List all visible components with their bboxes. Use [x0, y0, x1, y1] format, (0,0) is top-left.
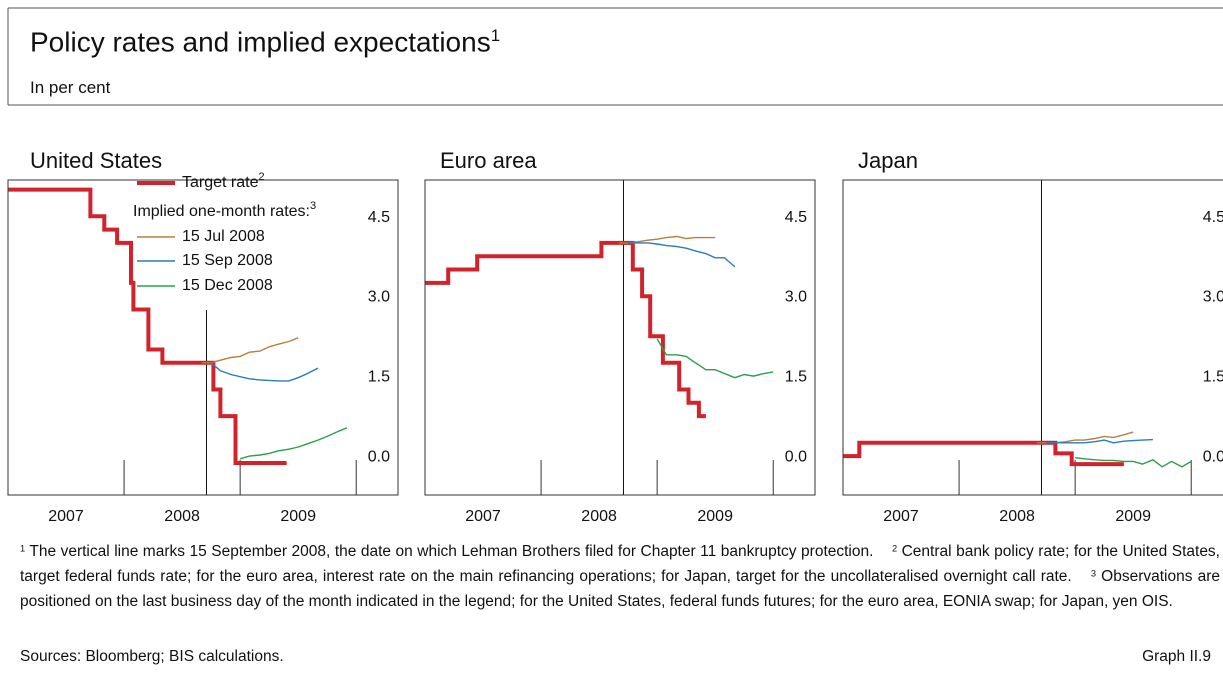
footnote: 1 The vertical line marks 15 September 2…	[20, 543, 873, 560]
footnote: 3 Observations are positioned on the las…	[20, 568, 1220, 610]
plot-frame	[842, 179, 1223, 496]
footnote-mark: 1	[20, 543, 26, 554]
legend-title-sup: 3	[310, 200, 316, 212]
y-tick-label: 4.5	[368, 209, 390, 226]
y-tick-label: 4.5	[785, 209, 807, 226]
x-tick-label: 2009	[697, 508, 733, 525]
y-tick-label: 1.5	[785, 369, 807, 386]
x-tick-label: 2009	[1115, 508, 1151, 525]
series-line	[1046, 438, 1153, 444]
y-tick-label: 0.0	[1203, 449, 1223, 466]
legend-label-text: 15 Sep 2008	[182, 252, 273, 269]
series-line	[239, 427, 348, 460]
title: Policy rates and implied expectations1	[30, 26, 500, 58]
series-line	[618, 235, 716, 244]
footnote-text: Central bank policy rate; for the United…	[20, 543, 1220, 585]
y-tick-label: 1.5	[368, 369, 390, 386]
y-tick-label: 4.5	[1203, 209, 1223, 226]
series-line	[1075, 457, 1192, 468]
series-line	[843, 440, 1124, 467]
footnote-mark: 3	[1090, 568, 1097, 579]
series-line	[656, 338, 774, 379]
x-tick-label: 2008	[999, 508, 1035, 525]
y-tick-label: 0.0	[785, 449, 807, 466]
y-tick-label: 3.0	[785, 289, 807, 306]
series-line	[425, 240, 706, 419]
panel	[8, 187, 357, 495]
footnote-text: The vertical line marks 15 September 200…	[29, 543, 874, 560]
y-tick-label: 0.0	[368, 449, 390, 466]
footnotes: 1 The vertical line marks 15 September 2…	[20, 539, 1220, 614]
footnote-text: Observations are positioned on the last …	[20, 568, 1220, 610]
series-line	[210, 362, 319, 382]
legend-title-text: Implied one-month rates:	[133, 203, 310, 220]
plot-frame	[7, 179, 399, 496]
legend-label-text: 15 Jul 2008	[182, 228, 265, 245]
y-tick-label: 3.0	[1203, 289, 1223, 306]
subtitle: In per cent	[30, 78, 111, 97]
x-tick-label: 2007	[883, 508, 919, 525]
x-tick-label: 2008	[164, 508, 200, 525]
x-tick-label: 2008	[581, 508, 617, 525]
series-line	[628, 242, 736, 268]
panel-title: Euro area	[440, 148, 537, 173]
legend-label: Target rate2	[182, 171, 265, 191]
legend-title: Implied one-month rates:3	[133, 200, 316, 220]
legend-label: 15 Sep 2008	[182, 252, 273, 269]
x-tick-label: 2009	[280, 508, 316, 525]
footnote-mark: 2	[891, 543, 898, 554]
panel-title: Japan	[858, 148, 918, 173]
legend-label-text: Target rate	[182, 174, 259, 191]
panel: 0.0 1.5 3.0 4.5	[843, 180, 1223, 495]
plot-frame	[424, 179, 816, 496]
legend-label: 15 Dec 2008	[182, 277, 273, 294]
x-tick-label: 2007	[465, 508, 501, 525]
y-tick-label: 3.0	[368, 289, 390, 306]
legend-label-text: 15 Dec 2008	[182, 277, 273, 294]
footnote: 2 Central bank policy rate; for the Unit…	[20, 543, 1220, 585]
x-tick-label: 2007	[48, 508, 84, 525]
sources: Sources: Bloomberg; BIS calculations.	[20, 648, 284, 665]
legend-label: 15 Jul 2008	[182, 228, 265, 245]
graph-label: Graph II.9	[1142, 648, 1211, 665]
panel	[425, 180, 774, 495]
legend-label-sup: 2	[258, 171, 264, 183]
series-line	[8, 187, 287, 465]
title-note: 1	[490, 26, 501, 45]
chart-area: 2007 2008 2009 0.0 1.5 3.0 4.5 Target rate2 Impl…	[7, 7, 1223, 525]
y-tick-label: 1.5	[1203, 369, 1223, 386]
panel-title: United States	[30, 148, 163, 173]
title-text: Policy rates and implied expectations	[30, 26, 491, 58]
series-line	[201, 337, 299, 364]
